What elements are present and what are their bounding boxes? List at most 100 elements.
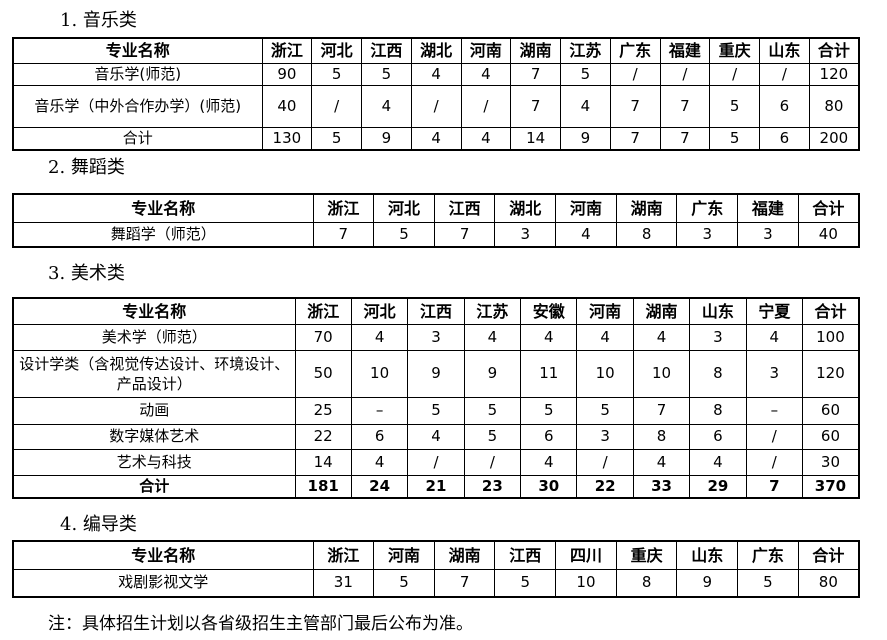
quota-cell: 4 <box>689 448 747 476</box>
quota-cell: 370 <box>802 474 860 499</box>
column-header: 福建 <box>737 193 799 223</box>
column-header: 河南 <box>576 297 634 325</box>
quota-cell: 7 <box>510 62 561 86</box>
quota-cell: 9 <box>407 349 465 398</box>
quota-cell: 7 <box>609 84 661 128</box>
quota-cell: 60 <box>802 396 860 425</box>
quota-cell: 4 <box>520 323 578 351</box>
column-header: 重庆 <box>615 540 678 570</box>
quota-cell: 7 <box>433 568 496 598</box>
quota-cell: 7 <box>745 474 804 499</box>
section-title: 3. 美术类 <box>48 263 125 284</box>
column-header: 专业名称 <box>12 193 314 223</box>
quota-cell: 5 <box>361 62 412 86</box>
quota-cell: 3 <box>676 221 739 248</box>
column-header: 浙江 <box>261 37 313 64</box>
quota-cell: 5 <box>709 126 760 151</box>
quota-cell: 10 <box>632 349 691 398</box>
quota-table: 专业名称 浙江 河北 江西 江苏 安徽 河南 湖南 山东 宁夏 合计 美术学（师范） 70 4 3 4 4 4 4 3… <box>12 297 860 499</box>
quota-cell: 3 <box>737 221 799 248</box>
quota-cell: 6 <box>759 126 810 151</box>
quota-cell: / <box>407 448 465 476</box>
column-header: 河南 <box>373 540 435 570</box>
quota-cell: 3 <box>689 323 747 351</box>
quota-cell: 5 <box>311 62 362 86</box>
quota-cell: 22 <box>294 423 352 450</box>
quota-cell: 4 <box>350 448 409 476</box>
quota-cell: 4 <box>520 448 578 476</box>
table-row: 数字媒体艺术 22 6 4 5 6 3 8 6/60 <box>12 423 860 450</box>
quota-cell: 5 <box>407 396 465 425</box>
quota-cell: 7 <box>312 221 375 248</box>
column-header: 湖北 <box>410 37 462 64</box>
column-header: 重庆 <box>709 37 760 64</box>
table-row: 合计 181 24 21 23 30 22 33 29 7 370 <box>12 474 860 499</box>
quota-cell: 80 <box>797 568 860 598</box>
quota-cell: 130 <box>261 126 313 151</box>
quota-cell: 6 <box>759 84 810 128</box>
quota-cell: / <box>745 448 804 476</box>
quota-cell: / <box>609 62 661 86</box>
quota-cell: 10 <box>555 568 617 598</box>
table-row: 音乐学（中外合作办学）(师范) 40/4//7 4 7 7 5 6 80 <box>12 84 860 128</box>
quota-cell: 7 <box>659 126 711 151</box>
quota-cell: 9 <box>560 126 611 151</box>
column-header: 广东 <box>737 540 799 570</box>
column-header: 专业名称 <box>12 540 314 570</box>
quota-cell: 4 <box>460 62 512 86</box>
table-row: 舞蹈学（师范） 7 5 7 3 4 8 3 3 40 <box>12 221 860 248</box>
quota-cell: 6 <box>520 423 578 450</box>
header-row: 专业名称 浙江 河北 江西 江苏 安徽 河南 湖南 山东 宁夏 合计 <box>12 297 860 325</box>
quota-cell: 4 <box>460 126 512 151</box>
quota-cell: 8 <box>689 349 747 398</box>
quota-cell: 50 <box>294 349 352 398</box>
quota-cell: / <box>463 448 522 476</box>
quota-cell: 10 <box>350 349 409 398</box>
quota-cell: 5 <box>576 396 634 425</box>
quota-cell: – <box>350 396 409 425</box>
quota-cell: / <box>659 62 711 86</box>
header-row: 专业名称 浙江 河北 江西 湖北 河南 湖南 广东 福建 合计 <box>12 193 860 223</box>
column-header: 浙江 <box>312 193 375 223</box>
quota-cell: / <box>759 62 810 86</box>
column-header: 山东 <box>689 297 747 325</box>
column-header: 湖南 <box>433 540 496 570</box>
quota-cell: 8 <box>632 423 691 450</box>
quota-cell: 5 <box>737 568 799 598</box>
major-name: 舞蹈学（师范） <box>12 221 314 248</box>
quota-cell: 8 <box>615 568 678 598</box>
quota-cell: 33 <box>632 474 691 499</box>
major-name: 设计学类（含视觉传达设计、环境设计、产品设计） <box>12 349 296 398</box>
table-row: 美术学（师范） 70 4 3 4 4 4 4 3 4 100 <box>12 323 860 351</box>
major-name: 合计 <box>12 126 263 151</box>
quota-cell: 5 <box>494 568 557 598</box>
column-header: 江西 <box>407 297 465 325</box>
column-header: 江西 <box>433 193 496 223</box>
column-header: 合计 <box>797 540 860 570</box>
column-header: 河北 <box>350 297 409 325</box>
quota-cell: 7 <box>632 396 691 425</box>
quota-cell: 8 <box>615 221 678 248</box>
quota-table: 专业名称 浙江 河北 江西 湖北 河南 湖南 江苏 广东 福建 重庆 山东 合计 音乐学(师范) 90 5 5 4… <box>12 37 860 151</box>
table-row: 设计学类（含视觉传达设计、环境设计、产品设计） 50 10 9 9 11 10 10 8 3 120 <box>12 349 860 398</box>
quota-cell: 4 <box>745 323 804 351</box>
column-header: 浙江 <box>312 540 375 570</box>
table-row: 音乐学(师范) 90 5 5 4 4 7 5// //120 <box>12 62 860 86</box>
quota-cell: 3 <box>745 349 804 398</box>
table-row: 动画 25–5 5 5 5 7 8–60 <box>12 396 860 425</box>
quota-cell: / <box>311 84 362 128</box>
quota-cell: 60 <box>802 423 860 450</box>
quota-cell: 40 <box>797 221 860 248</box>
quota-cell: 4 <box>350 323 409 351</box>
major-name: 音乐学(师范) <box>12 62 263 86</box>
quota-cell: 9 <box>676 568 739 598</box>
column-header: 合计 <box>797 193 860 223</box>
quota-cell: 6 <box>689 423 747 450</box>
quota-cell: 3 <box>494 221 557 248</box>
column-header: 河北 <box>373 193 435 223</box>
quota-cell: 120 <box>802 349 860 398</box>
column-header: 湖南 <box>615 193 678 223</box>
quota-cell: 11 <box>520 349 578 398</box>
quota-cell: 31 <box>312 568 375 598</box>
quota-cell: 4 <box>632 323 691 351</box>
